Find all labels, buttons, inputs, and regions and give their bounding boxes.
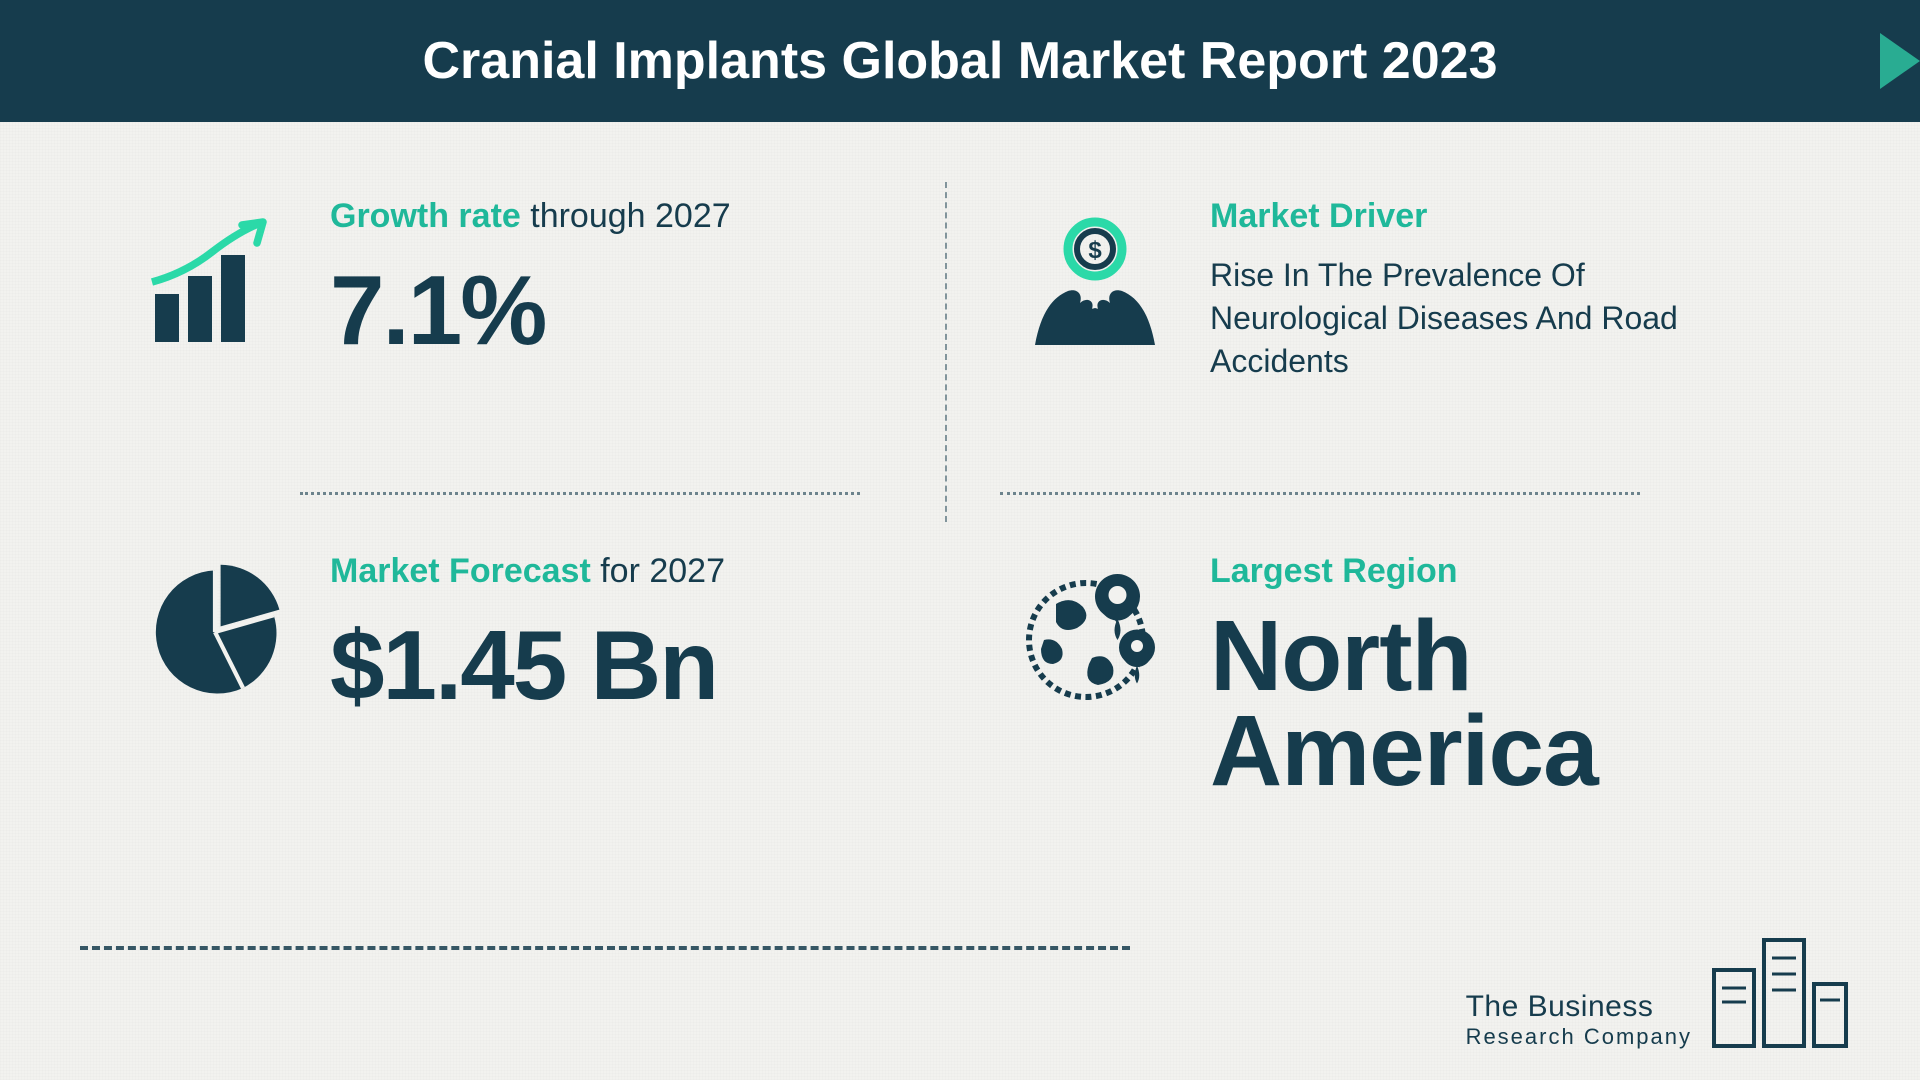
forecast-section: Market Forecast for 2027 $1.45 Bn [140,552,880,722]
growth-value: 7.1% [330,254,880,367]
driver-label-teal: Market Driver [1210,197,1427,235]
region-value: North America [1210,609,1760,799]
growth-label-dark: through 2027 [521,197,731,235]
hands-coin-icon: $ [1020,207,1170,357]
growth-section: Growth rate through 2027 7.1% [140,197,880,367]
header-bar: Cranial Implants Global Market Report 20… [0,0,1920,122]
horizontal-divider-right [1000,492,1640,495]
buildings-icon [1710,930,1850,1050]
vertical-divider [945,182,947,522]
growth-label: Growth rate through 2027 [330,197,880,236]
bottom-divider [80,946,1130,950]
forecast-label-teal: Market Forecast [330,552,591,590]
forecast-label-dark: for 2027 [591,552,725,590]
driver-label: Market Driver [1210,197,1760,236]
logo-line1: The Business [1466,990,1692,1024]
globe-pin-icon [1020,562,1170,712]
header-arrow-icon [1880,33,1920,89]
driver-section: $ Market Driver Rise In The Prevalence O… [1020,197,1760,384]
forecast-label: Market Forecast for 2027 [330,552,880,591]
horizontal-divider-left [300,492,860,495]
growth-label-teal: Growth rate [330,197,521,235]
logo-line2: Research Company [1466,1024,1692,1050]
bar-chart-arrow-icon [140,207,290,357]
forecast-value: $1.45 Bn [330,609,880,722]
region-section: Largest Region North America [1020,552,1760,799]
driver-text: Rise In The Prevalence Of Neurological D… [1210,254,1760,384]
page-title: Cranial Implants Global Market Report 20… [423,31,1498,91]
brand-logo: The Business Research Company [1466,930,1850,1050]
pie-chart-icon [140,562,290,702]
svg-text:$: $ [1088,237,1102,264]
region-label: Largest Region [1210,552,1760,591]
region-label-teal: Largest Region [1210,552,1457,590]
